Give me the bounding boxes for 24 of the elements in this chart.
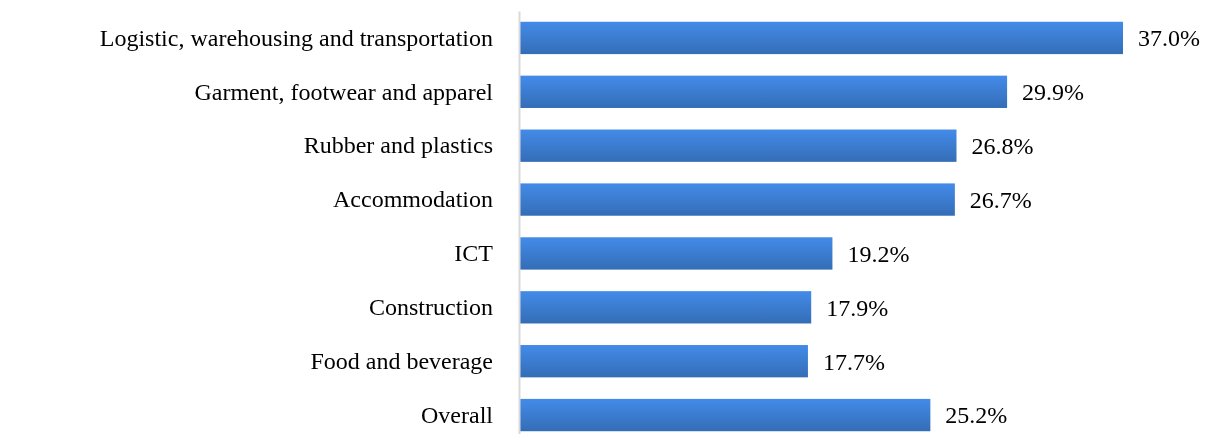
bar <box>519 183 955 216</box>
data-label: 25.2% <box>945 402 1008 429</box>
bar <box>519 75 1008 108</box>
y-tick-label: Logistic, warehousing and transportation <box>99 24 493 51</box>
data-label: 29.9% <box>1022 79 1085 106</box>
data-label: 17.7% <box>822 348 885 375</box>
y-tick-label: Garment, footwear and apparel <box>194 78 494 105</box>
bar <box>519 291 812 324</box>
y-tick-label: ICT <box>454 240 494 267</box>
bar <box>519 345 808 378</box>
bar <box>519 237 833 270</box>
bar <box>519 129 957 162</box>
bar <box>519 21 1123 55</box>
data-label: 26.8% <box>971 133 1034 160</box>
y-tick-label: Food and beverage <box>310 347 493 374</box>
data-label: 26.7% <box>969 186 1032 213</box>
y-tick-label: Rubber and plastics <box>303 132 493 159</box>
data-label: 19.2% <box>847 240 910 267</box>
data-label: 37.0% <box>1138 25 1200 52</box>
y-tick-label: Overall <box>421 401 494 428</box>
y-tick-label: Accommodation <box>333 186 493 213</box>
bar <box>519 398 931 432</box>
y-tick-label: Construction <box>369 293 493 320</box>
data-label: 17.9% <box>826 294 889 321</box>
